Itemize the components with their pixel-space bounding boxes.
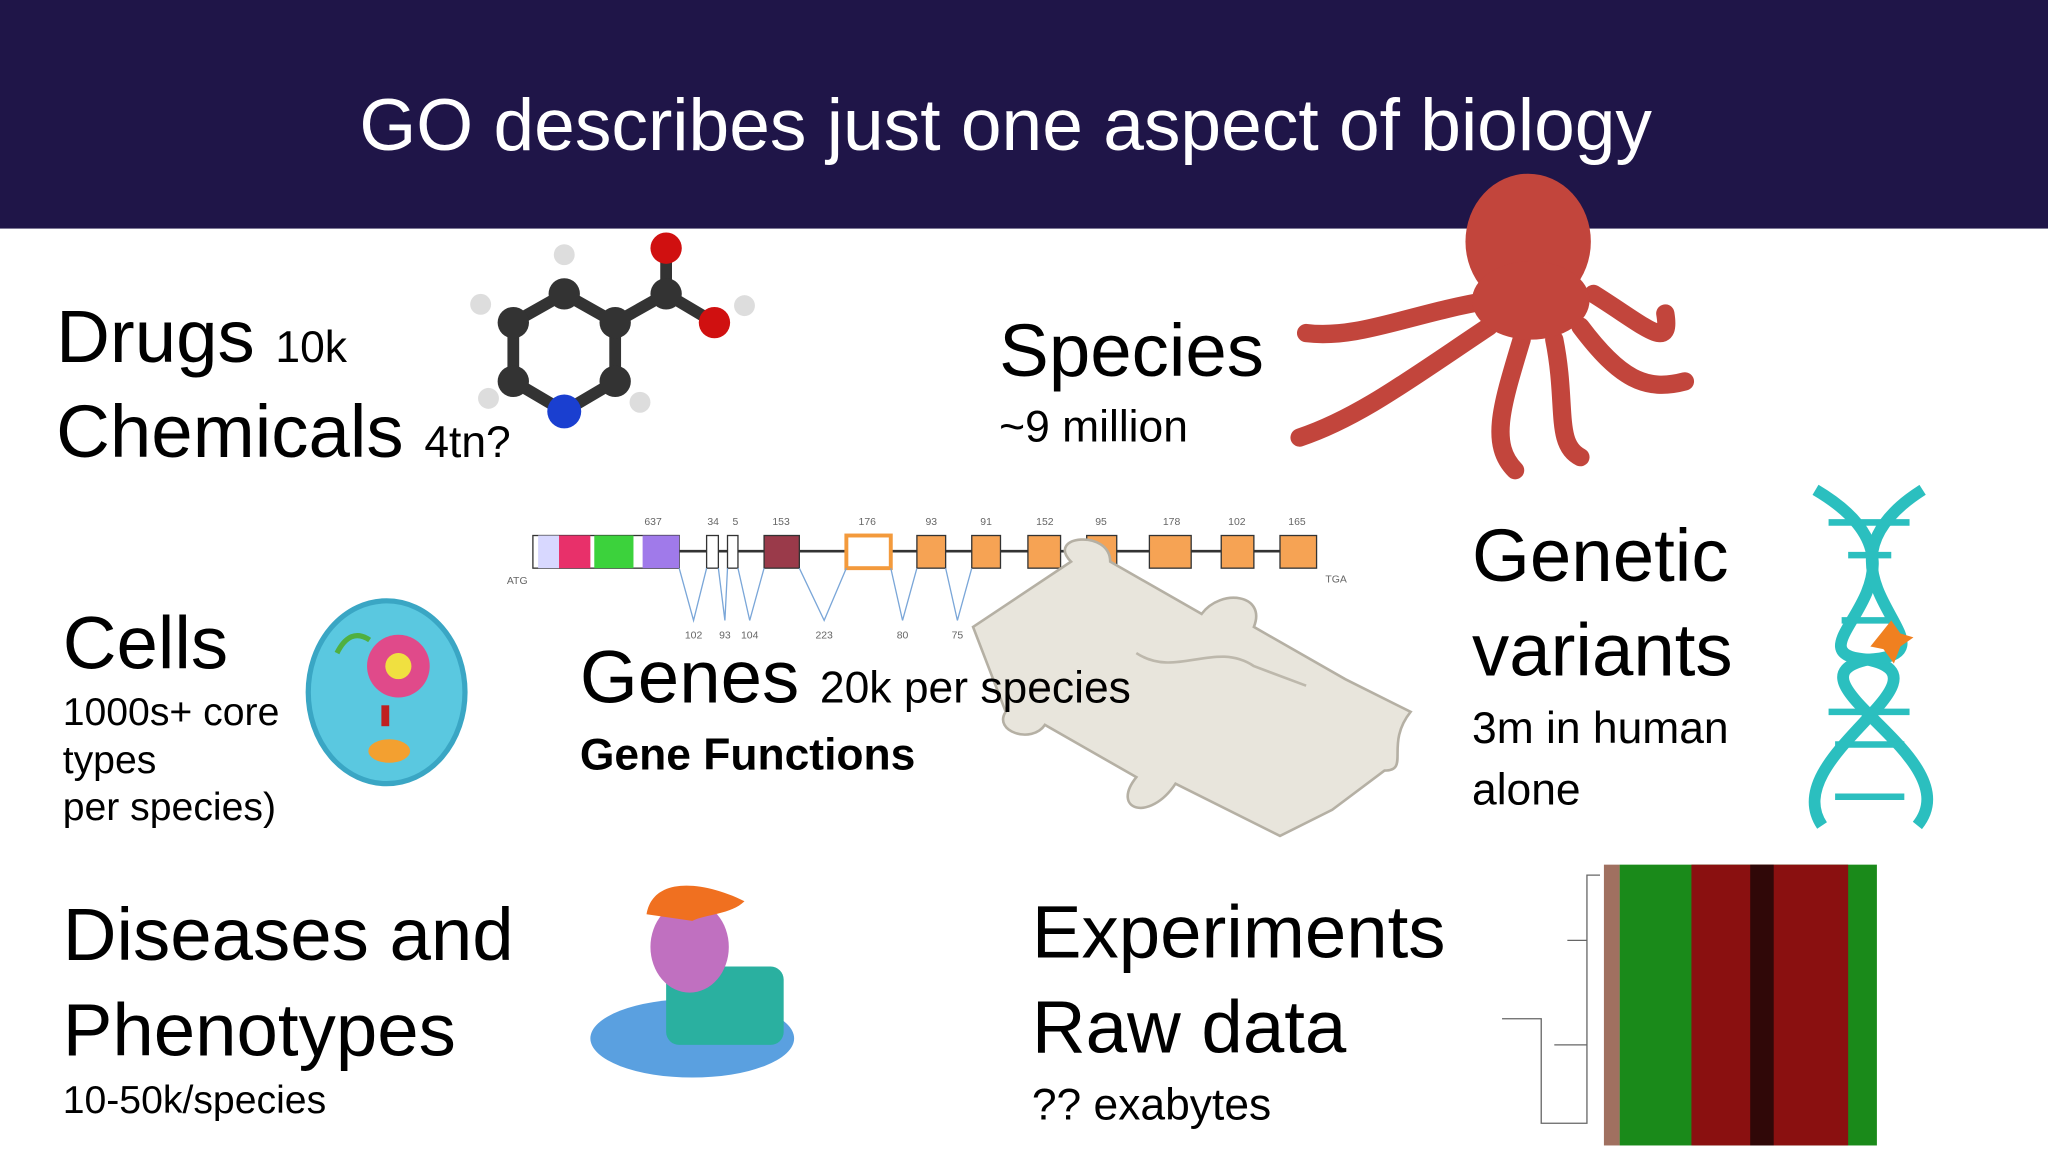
diseases-count: 10-50k/species	[63, 1079, 326, 1122]
exon-label: 178	[1163, 517, 1181, 528]
cell-image	[305, 598, 468, 787]
exon-label: 93	[925, 517, 937, 528]
exon-label: 34	[707, 517, 719, 528]
exon-label: 153	[772, 517, 790, 528]
variants-label: Genetic	[1472, 514, 1729, 597]
genes-label: Genes 20k per species	[580, 636, 1131, 719]
octopus-image	[1290, 173, 1695, 480]
gene-functions: Gene Functions	[580, 730, 915, 779]
exon-label: 102	[1228, 517, 1246, 528]
experiments-label: Experiments	[1032, 890, 1446, 973]
molecule-image	[470, 232, 755, 429]
gene-diagram: 637 34 5 153 176 93 91 152 95 178 102 165 102 93 104 22…	[507, 517, 1347, 642]
label: Drugs	[56, 295, 255, 378]
exon-label: 95	[1095, 517, 1107, 528]
count: 4tn?	[424, 418, 510, 467]
drugs-label: Drugs 10k	[56, 295, 348, 378]
cells-note: per species)	[63, 786, 276, 829]
variants-count: 3m in human	[1472, 704, 1729, 753]
chemicals-label: Chemicals 4tn?	[56, 390, 511, 473]
header-bar	[0, 0, 2048, 229]
variants-label: variants	[1472, 608, 1733, 691]
intron-label: 93	[719, 631, 731, 642]
label: Genes	[580, 636, 799, 719]
cells-note: 1000s+ core	[63, 691, 280, 734]
stop-codon: TGA	[1325, 575, 1346, 586]
intron-label: 75	[952, 631, 964, 642]
start-codon: ATG	[507, 576, 528, 587]
slide-title: GO describes just one aspect of biology	[359, 85, 1652, 166]
disease-cartoon-image	[590, 885, 795, 1078]
exon-label: 5	[732, 517, 738, 528]
count: 20k per species	[820, 664, 1131, 713]
puzzle-image	[971, 538, 1413, 838]
exon-label: 637	[644, 517, 662, 528]
exon-label: 91	[980, 517, 992, 528]
species-count: ~9 million	[999, 402, 1188, 451]
intron-label: 104	[741, 631, 759, 642]
diseases-label: Diseases and	[63, 893, 514, 976]
exon-label: 152	[1036, 517, 1054, 528]
intron-label: 223	[815, 631, 833, 642]
count: 10k	[275, 323, 347, 372]
exon-label: 165	[1288, 517, 1306, 528]
experiments-label: Raw data	[1032, 986, 1347, 1069]
experiments-count: ?? exabytes	[1032, 1080, 1271, 1129]
dna-image	[1808, 484, 1933, 830]
variants-count: alone	[1472, 766, 1581, 815]
label: Chemicals	[56, 390, 403, 473]
cells-note: types	[63, 739, 157, 782]
intron-label: 80	[897, 631, 909, 642]
diseases-label: Phenotypes	[63, 988, 456, 1071]
species-label: Species	[999, 309, 1264, 392]
exon-label: 176	[859, 517, 877, 528]
cells-label: Cells	[63, 602, 228, 685]
heatmap-image	[1502, 864, 1877, 1146]
intron-label: 102	[685, 631, 703, 642]
